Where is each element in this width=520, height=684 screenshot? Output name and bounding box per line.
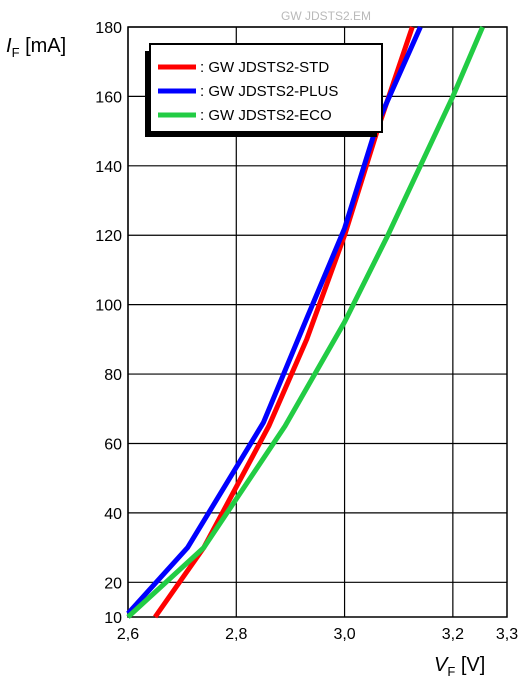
y-axis-label-symbol: I xyxy=(6,35,12,57)
legend-entry-2: : GW JDSTS2-ECO xyxy=(200,107,332,124)
legend-shadow xyxy=(145,132,377,137)
y-tick-label: 60 xyxy=(104,436,122,453)
x-tick-label: 2,6 xyxy=(117,626,139,643)
y-axis-label-unit: [mA] xyxy=(20,35,67,57)
x-axis-label-symbol: V xyxy=(434,654,449,676)
y-tick-label: 120 xyxy=(95,228,122,245)
y-tick-label: 10 xyxy=(104,610,122,627)
y-tick-label: 80 xyxy=(104,367,122,384)
legend-entry-1: : GW JDSTS2-PLUS xyxy=(200,83,338,100)
y-tick-label: 180 xyxy=(95,20,122,37)
x-tick-label: 3,2 xyxy=(442,626,464,643)
legend-entry-0: : GW JDSTS2-STD xyxy=(200,59,329,76)
y-tick-label: 40 xyxy=(104,506,122,523)
y-tick-label: 20 xyxy=(104,575,122,592)
y-tick-label: 100 xyxy=(95,298,122,315)
x-tick-label: 3,0 xyxy=(333,626,355,643)
x-tick-label: 2,8 xyxy=(225,626,247,643)
plot-frame xyxy=(127,26,508,618)
x-axis-label: VF [V] xyxy=(434,654,485,679)
tick-labels: 2,6 2,8 3,0 3,2 3,3 10 20 40 60 80 100 120 140 160 180 xyxy=(95,20,518,643)
axis-labels: IF [mA]VF [V] xyxy=(6,35,485,679)
y-axis-label-subscript: F xyxy=(12,45,20,60)
chart-watermark: GW JDSTS2.EM xyxy=(281,9,371,23)
series-line-2 xyxy=(126,26,485,619)
axes xyxy=(127,26,508,618)
legend-shadow xyxy=(145,51,149,137)
y-tick-label: 140 xyxy=(95,159,122,176)
x-tick-label: 3,3 xyxy=(496,626,518,643)
y-axis-label: IF [mA] xyxy=(6,35,66,60)
y-tick-label: 160 xyxy=(95,89,122,106)
x-axis-label-subscript: F xyxy=(447,664,455,679)
chart-legend: : GW JDSTS2-STD : GW JDSTS2-PLUS : GW JDST… xyxy=(145,43,383,137)
x-axis-label-unit: [V] xyxy=(455,654,485,676)
